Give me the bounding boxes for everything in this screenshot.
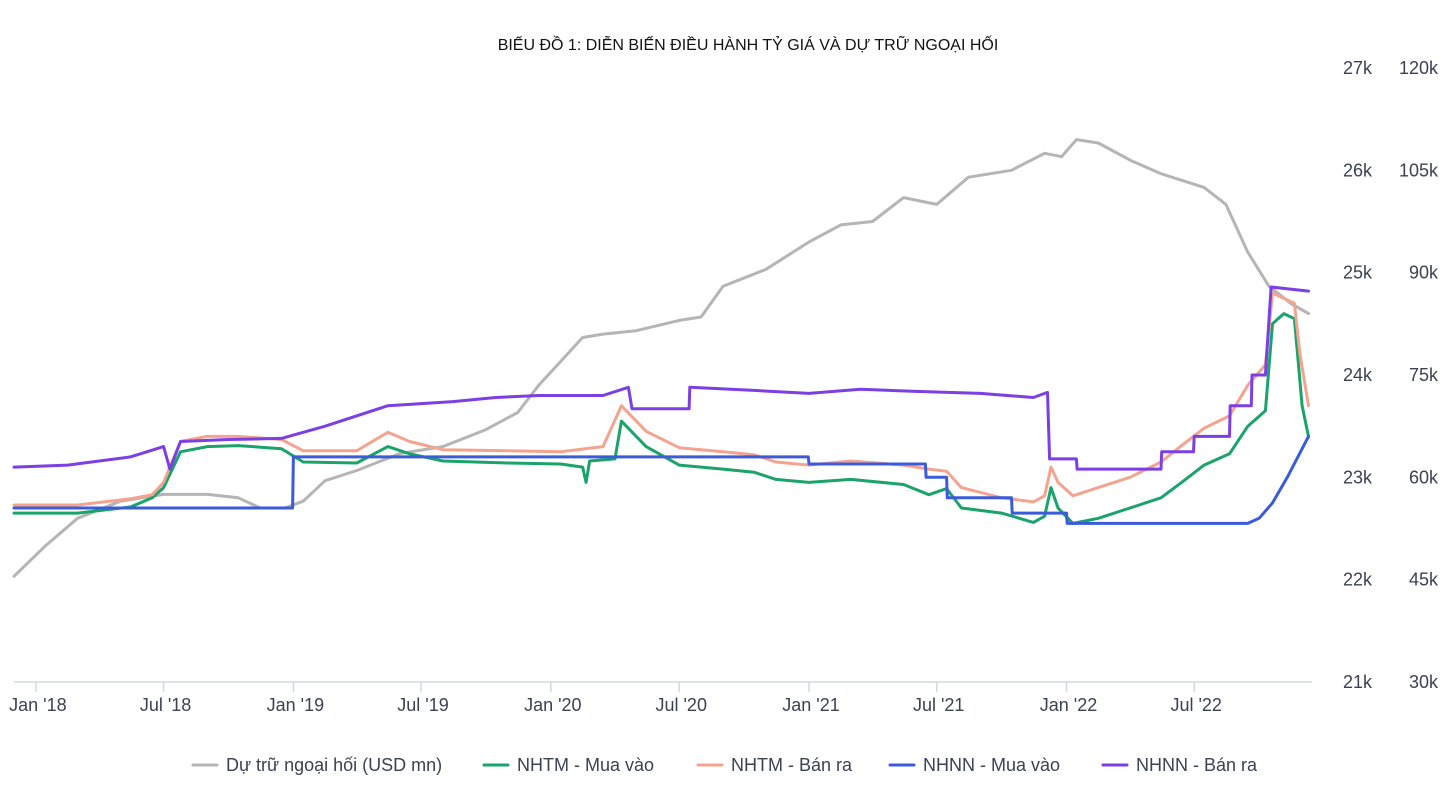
y-right-tick-label: 75k xyxy=(1409,365,1439,385)
x-tick-label: Jul '21 xyxy=(913,695,964,715)
y-left-tick-label: 23k xyxy=(1343,467,1373,487)
x-tick-label: Jan '22 xyxy=(1040,695,1097,715)
y-right-tick-label: 60k xyxy=(1409,467,1439,487)
y-axis-left: 21k 22k 23k 24k 25k 26k 27k xyxy=(1343,58,1373,692)
y-right-tick-label: 105k xyxy=(1399,160,1439,180)
x-tick-label: Jul '18 xyxy=(140,695,191,715)
x-tick-label: Jul '22 xyxy=(1170,695,1221,715)
legend-item-nhtm-ban-ra[interactable]: NHTM - Bán ra xyxy=(696,755,853,775)
y-left-tick-label: 21k xyxy=(1343,672,1373,692)
legend-item-nhnn-ban-ra[interactable]: NHNN - Bán ra xyxy=(1101,755,1258,775)
y-axis-right: 30k 45k 60k 75k 90k 105k 120k xyxy=(1399,58,1439,692)
y-left-tick-label: 26k xyxy=(1343,160,1373,180)
legend-label: NHNN - Mua vào xyxy=(923,755,1060,775)
legend-label: Dự trữ ngoại hối (USD mn) xyxy=(226,755,442,775)
legend-label: NHNN - Bán ra xyxy=(1136,755,1258,775)
x-tick-label: Jul '20 xyxy=(655,695,706,715)
series-line-nhtm-mua-vao xyxy=(12,312,1310,525)
series-line-nhnn-mua-vao xyxy=(12,434,1310,525)
x-tick-label: Jan '19 xyxy=(267,695,324,715)
y-left-tick-label: 22k xyxy=(1343,570,1373,590)
series-line-nhnn-ban-ra xyxy=(12,285,1310,471)
chart-title: BIỂU ĐỒ 1: DIỄN BIẾN ĐIỀU HÀNH TỶ GIÁ VÀ… xyxy=(498,34,999,54)
legend-label: NHTM - Mua vào xyxy=(517,755,654,775)
y-right-tick-label: 90k xyxy=(1409,263,1439,283)
legend-label: NHTM - Bán ra xyxy=(731,755,853,775)
y-left-tick-label: 25k xyxy=(1343,263,1373,283)
x-tick-label: Jan '21 xyxy=(782,695,839,715)
x-tick-label: Jan '18 xyxy=(9,695,66,715)
legend-item-nhnn-mua-vao[interactable]: NHNN - Mua vào xyxy=(888,755,1060,775)
y-right-tick-label: 45k xyxy=(1409,570,1439,590)
y-right-tick-label: 120k xyxy=(1399,58,1439,78)
legend-item-nhtm-mua-vao[interactable]: NHTM - Mua vào xyxy=(482,755,654,775)
y-right-tick-label: 30k xyxy=(1409,672,1439,692)
plot-area xyxy=(12,138,1310,578)
legend-item-du-tru-ngoai-hoi-usd-mn[interactable]: Dự trữ ngoại hối (USD mn) xyxy=(191,755,442,775)
x-tick-label: Jan '20 xyxy=(524,695,581,715)
legend: Dự trữ ngoại hối (USD mn) NHTM - Mua vào N… xyxy=(191,755,1258,775)
y-left-tick-label: 27k xyxy=(1343,58,1373,78)
series-line-du-tru-ngoai-hoi-usd-mn xyxy=(12,138,1310,578)
series-layer xyxy=(12,138,1310,578)
y-left-tick-label: 24k xyxy=(1343,365,1373,385)
x-axis: Jan '18 Jul '18 Jan '19 Jul '19 Jan '20 Jul '… xyxy=(9,681,1312,715)
x-tick-label: Jul '19 xyxy=(397,695,448,715)
